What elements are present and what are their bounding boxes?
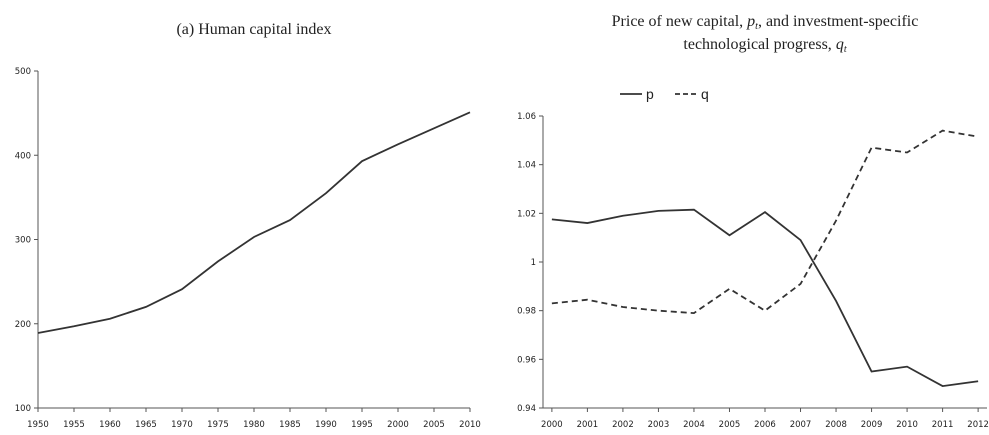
title-text: technological progress, <box>683 36 835 53</box>
x-tick-label: 1990 <box>315 420 337 430</box>
x-tick-label: 1950 <box>27 420 49 430</box>
x-tick-label: 1975 <box>207 420 229 430</box>
x-tick-label: 2007 <box>790 420 812 430</box>
x-tick-label: 2002 <box>612 420 634 430</box>
x-tick-label: 1965 <box>135 420 157 430</box>
x-tick-label: 2004 <box>683 420 705 430</box>
x-tick-label: 2005 <box>423 420 445 430</box>
x-tick-label: 2012 <box>967 420 989 430</box>
y-tick-label: 100 <box>15 404 31 414</box>
x-tick-label: 1995 <box>351 420 373 430</box>
legend-label: q <box>701 86 709 102</box>
y-tick-label: 400 <box>15 151 31 161</box>
x-tick-label: 1980 <box>243 420 265 430</box>
x-tick-label: 2000 <box>387 420 409 430</box>
x-tick-label: 1955 <box>63 420 85 430</box>
data-line <box>551 208 979 388</box>
x-tick-label: 2000 <box>541 420 563 430</box>
y-tick-label: 1.06 <box>517 112 536 122</box>
title-text: , and investment-specific <box>758 13 918 30</box>
x-tick-label: 2009 <box>861 420 883 430</box>
x-tick-label: 2005 <box>719 420 741 430</box>
x-tick-label: 1960 <box>99 420 121 430</box>
x-tick-label: 2011 <box>932 420 954 430</box>
y-tick-label: 0.94 <box>517 404 536 414</box>
x-tick-label: 2010 <box>459 420 481 430</box>
title-text: Price of new capital, <box>612 13 748 30</box>
title-subscript: t <box>755 21 758 32</box>
y-tick-label: 500 <box>15 67 31 77</box>
x-tick-label: 2010 <box>896 420 918 430</box>
chart-title: (a) Human capital index <box>176 21 331 38</box>
x-tick-label: 2001 <box>577 420 599 430</box>
x-tick-label: 2008 <box>825 420 847 430</box>
y-tick-label: 0.96 <box>517 355 536 365</box>
title-symbol: p <box>746 13 755 30</box>
chart-title: technological progress, qt <box>683 36 846 55</box>
y-tick-label: 200 <box>15 320 31 330</box>
title-symbol: q <box>836 36 844 53</box>
data-line <box>37 111 471 334</box>
data-line <box>551 129 979 315</box>
title-subscript: t <box>844 44 847 55</box>
y-tick-label: 300 <box>15 236 31 246</box>
y-tick-label: 1.02 <box>517 209 536 219</box>
y-tick-label: 1 <box>531 258 536 268</box>
x-tick-label: 2003 <box>648 420 670 430</box>
y-tick-label: 0.98 <box>517 307 536 317</box>
chart-title: Price of new capital, pt, and investment… <box>612 13 919 32</box>
x-tick-label: 1970 <box>171 420 193 430</box>
x-tick-label: 2006 <box>754 420 776 430</box>
x-tick-label: 1985 <box>279 420 301 430</box>
y-tick-label: 1.04 <box>517 161 536 171</box>
legend-label: p <box>646 86 654 102</box>
